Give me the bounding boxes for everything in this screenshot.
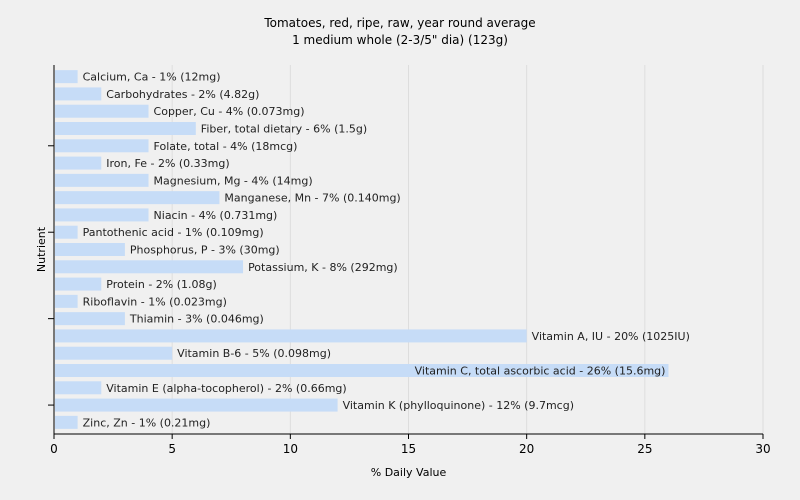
bar bbox=[55, 329, 527, 343]
data-label: Niacin - 4% (0.731mg) bbox=[154, 209, 278, 222]
bar bbox=[55, 260, 244, 274]
bar bbox=[55, 312, 125, 326]
x-tick-label: 30 bbox=[755, 442, 770, 456]
data-label: Thiamin - 3% (0.046mg) bbox=[129, 313, 264, 326]
bar bbox=[55, 191, 220, 205]
data-label: Calcium, Ca - 1% (12mg) bbox=[83, 71, 221, 84]
bar bbox=[55, 398, 338, 412]
bar bbox=[55, 139, 149, 153]
bar bbox=[55, 122, 196, 135]
bar bbox=[55, 208, 149, 222]
data-label: Folate, total - 4% (18mcg) bbox=[154, 140, 298, 153]
data-label: Fiber, total dietary - 6% (1.5g) bbox=[201, 123, 367, 136]
data-label: Vitamin A, IU - 20% (1025IU) bbox=[532, 330, 690, 343]
bar bbox=[55, 381, 102, 395]
x-tick-label: 25 bbox=[637, 442, 652, 456]
x-tick-label: 20 bbox=[519, 442, 534, 456]
data-label: Copper, Cu - 4% (0.073mg) bbox=[154, 105, 305, 118]
data-label: Vitamin C, total ascorbic acid - 26% (15… bbox=[415, 365, 666, 378]
data-label: Pantothenic acid - 1% (0.109mg) bbox=[83, 226, 264, 239]
bar bbox=[55, 156, 102, 170]
data-label: Phosphorus, P - 3% (30mg) bbox=[130, 244, 280, 257]
data-label: Vitamin B-6 - 5% (0.098mg) bbox=[177, 347, 331, 360]
bar bbox=[55, 415, 78, 429]
data-label: Riboflavin - 1% (0.023mg) bbox=[83, 295, 227, 308]
bar bbox=[55, 70, 78, 84]
data-label: Magnesium, Mg - 4% (14mg) bbox=[154, 174, 313, 187]
bar bbox=[55, 225, 78, 239]
x-tick-label: 10 bbox=[283, 442, 298, 456]
y-axis-title: Nutrient bbox=[35, 226, 48, 272]
bar bbox=[55, 87, 102, 101]
data-label: Protein - 2% (1.08g) bbox=[106, 278, 217, 291]
bar bbox=[55, 277, 102, 291]
bar bbox=[55, 346, 173, 360]
data-label: Vitamin E (alpha-tocopherol) - 2% (0.66m… bbox=[106, 382, 346, 395]
bar bbox=[55, 104, 149, 118]
data-label: Manganese, Mn - 7% (0.140mg) bbox=[224, 192, 400, 205]
x-tick-label: 5 bbox=[168, 442, 176, 456]
chart-title: Tomatoes, red, ripe, raw, year round ave… bbox=[264, 16, 536, 30]
x-tick-label: 0 bbox=[50, 442, 58, 456]
bar bbox=[55, 173, 149, 187]
x-tick-label: 15 bbox=[401, 442, 416, 456]
bar bbox=[55, 243, 125, 256]
data-label: Iron, Fe - 2% (0.33mg) bbox=[106, 157, 229, 170]
data-label: Zinc, Zn - 1% (0.21mg) bbox=[83, 416, 211, 429]
data-label: Vitamin K (phylloquinone) - 12% (9.7mcg) bbox=[343, 399, 574, 412]
chart-subtitle: 1 medium whole (2-3/5" dia) (123g) bbox=[292, 33, 508, 47]
data-label: Carbohydrates - 2% (4.82g) bbox=[106, 88, 259, 101]
data-label: Potassium, K - 8% (292mg) bbox=[248, 261, 398, 274]
bar bbox=[55, 364, 669, 377]
x-axis-title: % Daily Value bbox=[371, 466, 447, 479]
bar bbox=[55, 294, 78, 308]
